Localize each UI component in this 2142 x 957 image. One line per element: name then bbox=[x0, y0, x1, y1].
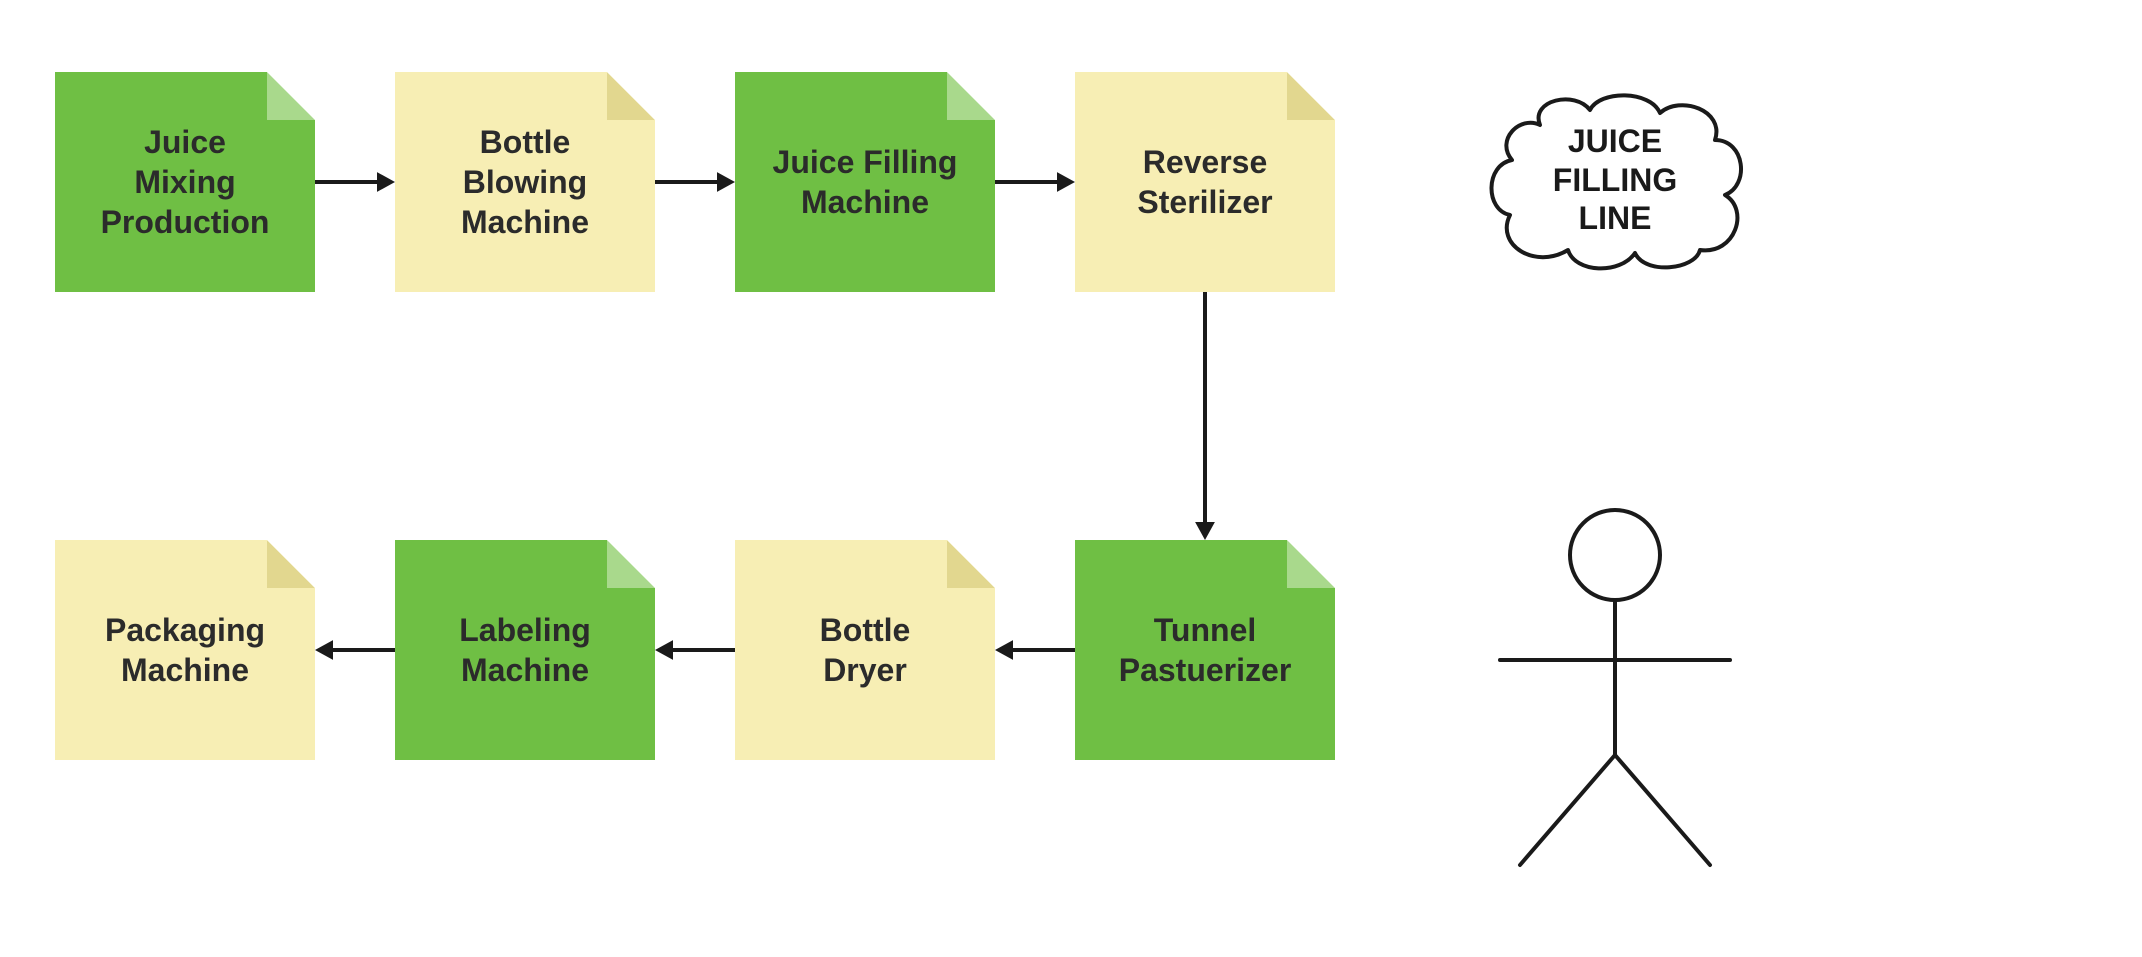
flowchart-arrow bbox=[633, 628, 757, 674]
flowchart-canvas: Juice Mixing Production Bottle Blowing Ma… bbox=[0, 0, 2142, 957]
flowchart-node-n3: Juice Filling Machine bbox=[735, 72, 995, 292]
cloud-callout: JUICE FILLING LINE bbox=[1480, 85, 1750, 275]
flowchart-arrow bbox=[973, 160, 1097, 206]
flowchart-node-n4: Reverse Sterilizer bbox=[1075, 72, 1335, 292]
flowchart-node-n7: Labeling Machine bbox=[395, 540, 655, 760]
flowchart-arrow bbox=[293, 628, 417, 674]
dog-ear-icon bbox=[607, 72, 655, 120]
flowchart-node-label: Bottle Dryer bbox=[820, 610, 911, 690]
dog-ear-icon bbox=[1287, 72, 1335, 120]
cloud-label: JUICE FILLING LINE bbox=[1553, 122, 1677, 237]
flowchart-node-n2: Bottle Blowing Machine bbox=[395, 72, 655, 292]
flowchart-node-n5: Tunnel Pastuerizer bbox=[1075, 540, 1335, 760]
dog-ear-icon bbox=[607, 540, 655, 588]
flowchart-arrow bbox=[293, 160, 417, 206]
dog-ear-icon bbox=[267, 72, 315, 120]
actor-icon bbox=[1485, 500, 1745, 870]
flowchart-node-n6: Bottle Dryer bbox=[735, 540, 995, 760]
flowchart-node-label: Bottle Blowing Machine bbox=[461, 122, 589, 242]
dog-ear-icon bbox=[947, 540, 995, 588]
flowchart-arrow bbox=[973, 628, 1097, 674]
flowchart-arrow bbox=[1183, 270, 1229, 562]
flowchart-node-label: Packaging Machine bbox=[105, 610, 265, 690]
flowchart-node-label: Labeling Machine bbox=[459, 610, 591, 690]
flowchart-node-n8: Packaging Machine bbox=[55, 540, 315, 760]
flowchart-node-n1: Juice Mixing Production bbox=[55, 72, 315, 292]
dog-ear-icon bbox=[1287, 540, 1335, 588]
flowchart-node-label: Tunnel Pastuerizer bbox=[1119, 610, 1292, 690]
dog-ear-icon bbox=[947, 72, 995, 120]
flowchart-arrow bbox=[633, 160, 757, 206]
flowchart-node-label: Reverse Sterilizer bbox=[1137, 142, 1272, 222]
flowchart-node-label: Juice Filling Machine bbox=[773, 142, 958, 222]
dog-ear-icon bbox=[267, 540, 315, 588]
flowchart-node-label: Juice Mixing Production bbox=[101, 122, 270, 242]
